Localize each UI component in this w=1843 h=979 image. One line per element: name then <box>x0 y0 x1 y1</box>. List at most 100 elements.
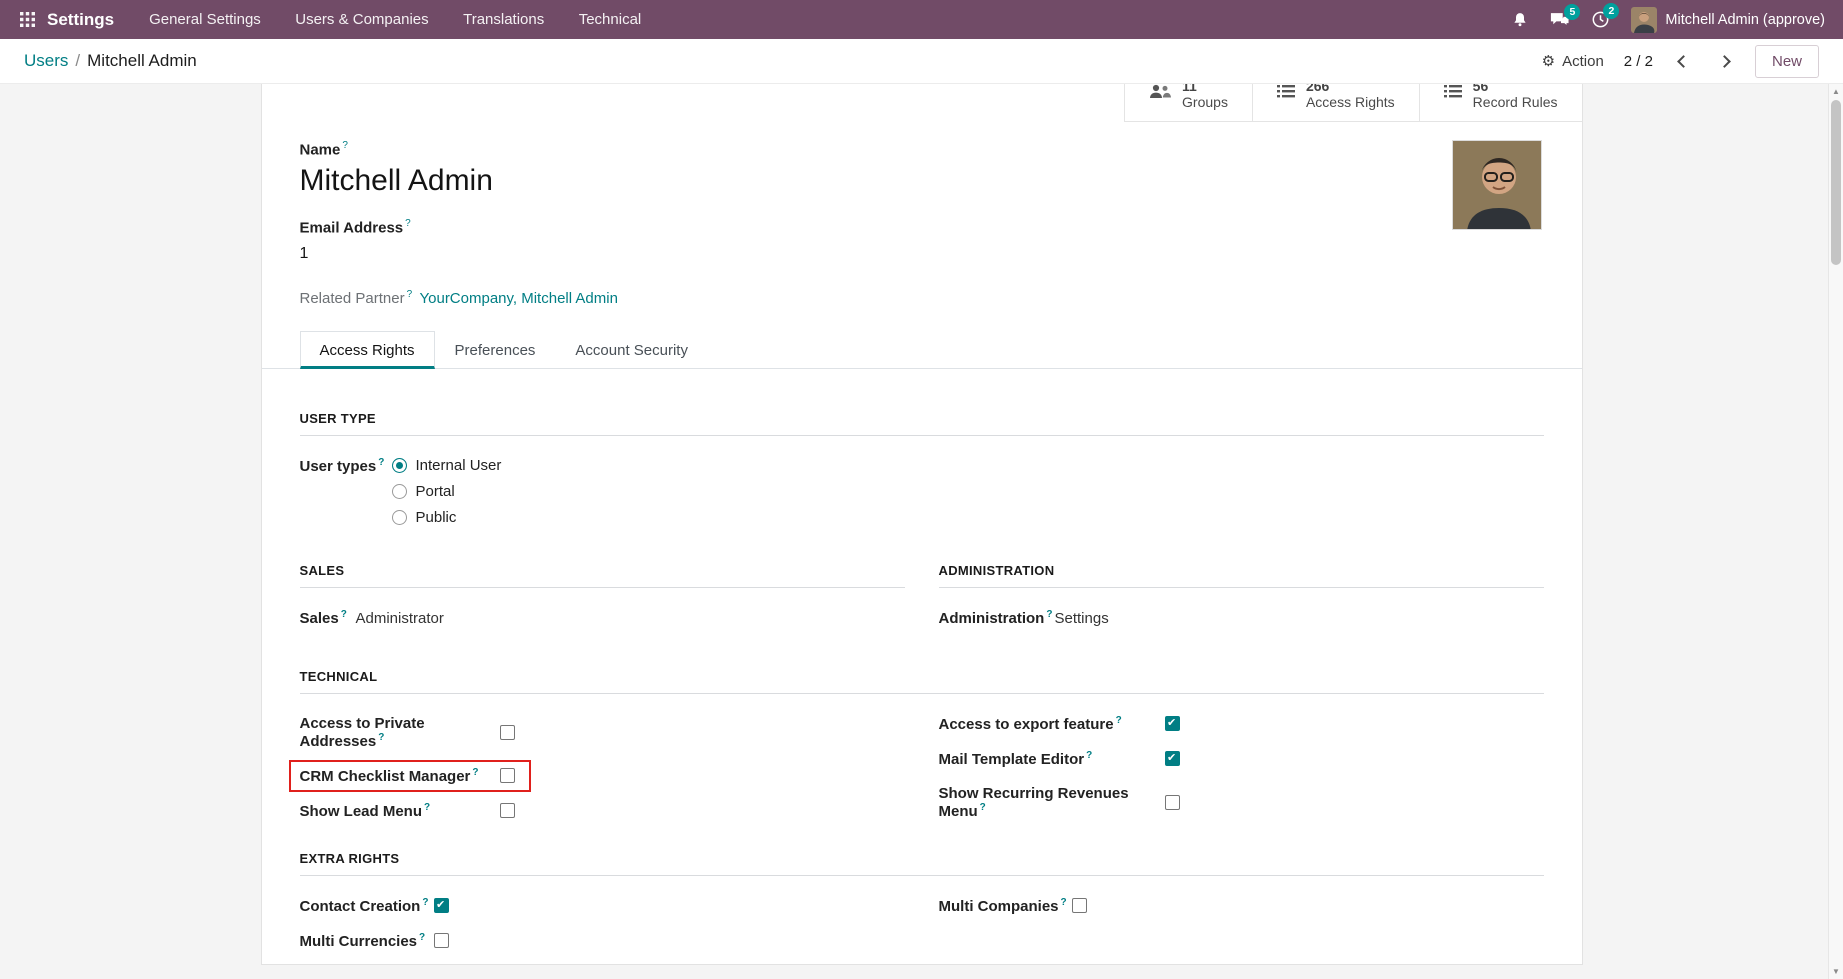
stat-button-record-rules[interactable]: 56 Record Rules <box>1418 84 1582 121</box>
pager-next-button[interactable] <box>1714 50 1735 73</box>
groups-label: Groups <box>1182 94 1228 110</box>
radio-internal-user[interactable]: Internal User <box>391 457 501 474</box>
access-to-export-feature-checkbox[interactable] <box>1164 716 1180 732</box>
help-icon[interactable]: ? <box>424 801 431 813</box>
radio-portal[interactable]: Portal <box>391 483 502 500</box>
breadcrumb-separator: / <box>75 51 81 70</box>
navbar-menus: General Settings Users & Companies Trans… <box>134 0 656 39</box>
breadcrumb-users-link[interactable]: Users <box>24 51 69 70</box>
bell-icon[interactable] <box>1512 11 1528 28</box>
access-rights-label: Access Rights <box>1305 94 1395 110</box>
section-sales: SALES Sales? Administrator <box>299 563 905 647</box>
radio-button[interactable] <box>391 457 407 473</box>
notebook-tabs: Access Rights Preferences Account Securi… <box>261 330 1582 369</box>
chevron-right-icon <box>1718 54 1731 68</box>
scroll-down-arrow[interactable]: ▼ <box>1832 967 1840 976</box>
related-partner-row: Related Partner? YourCompany, Mitchell A… <box>300 289 1422 307</box>
related-partner-link[interactable]: YourCompany, Mitchell Admin <box>419 289 618 307</box>
administration-value[interactable]: Settings <box>1054 609 1109 627</box>
name-label: Name <box>299 141 341 159</box>
tab-access-rights[interactable]: Access Rights <box>299 330 435 369</box>
radio-public[interactable]: Public <box>391 509 502 526</box>
field-show-recurring-revenues-menu: Show Recurring Revenues Menu? <box>939 785 1544 820</box>
email-value[interactable]: 1 <box>299 244 309 262</box>
help-icon[interactable]: ? <box>342 140 348 151</box>
top-navbar: Settings General Settings Users & Compan… <box>0 0 1843 39</box>
apps-grid-icon[interactable] <box>12 12 43 27</box>
section-extra-rights: EXTRA RIGHTS Contact Creation? Multi Cur… <box>299 850 1544 967</box>
field-contact-creation: Contact Creation? <box>300 897 905 915</box>
user-photo[interactable] <box>1451 140 1542 230</box>
field-label: Multi Currencies? <box>299 931 426 950</box>
sales-label: Sales? <box>299 608 347 627</box>
help-icon[interactable]: ? <box>405 218 411 230</box>
menu-translations[interactable]: Translations <box>463 11 545 28</box>
control-panel: Users / Mitchell Admin ⚙ Action 2 / 2 Ne… <box>0 39 1843 84</box>
tab-account-security[interactable]: Account Security <box>575 341 688 359</box>
menu-general-settings[interactable]: General Settings <box>149 11 261 28</box>
scroll-up-arrow[interactable]: ▲ <box>1832 87 1840 96</box>
help-icon[interactable]: ? <box>419 931 426 943</box>
pager-previous-button[interactable] <box>1673 50 1694 73</box>
user-avatar <box>1631 6 1658 33</box>
radio-button[interactable] <box>391 509 407 525</box>
mail-template-editor-checkbox[interactable] <box>1164 751 1180 767</box>
help-icon[interactable]: ? <box>979 801 986 813</box>
contact-creation-checkbox[interactable] <box>433 898 449 914</box>
sales-value[interactable]: Administrator <box>355 609 444 627</box>
field-label: Show Recurring Revenues Menu? <box>938 784 1129 820</box>
menu-users-companies[interactable]: Users & Companies <box>295 11 429 28</box>
form-header: Name? Mitchell Admin Email Address? 1 Re… <box>262 84 1582 307</box>
section-title: TECHNICAL <box>299 668 378 684</box>
section-title: EXTRA RIGHTS <box>299 850 400 866</box>
user-menu[interactable]: Mitchell Admin (approve) <box>1631 6 1825 33</box>
show-lead-menu-checkbox[interactable] <box>499 803 515 819</box>
field-label: Contact Creation? <box>299 896 429 915</box>
help-icon[interactable]: ? <box>378 731 385 743</box>
user-name: Mitchell Admin (approve) <box>1665 11 1825 28</box>
tab-preferences[interactable]: Preferences <box>454 341 536 359</box>
help-icon[interactable]: ? <box>1115 714 1122 726</box>
field-sales: Sales? Administrator <box>300 609 905 627</box>
help-icon[interactable]: ? <box>1046 608 1053 620</box>
gear-icon: ⚙ <box>1541 53 1556 70</box>
form-sheet: 11 Groups 266 Access Rights 56 <box>260 84 1583 967</box>
messages-badge: 5 <box>1564 3 1581 20</box>
help-icon[interactable]: ? <box>378 456 385 468</box>
menu-technical[interactable]: Technical <box>578 11 642 28</box>
new-button[interactable]: New <box>1754 44 1819 78</box>
app-title[interactable]: Settings <box>47 9 115 29</box>
crm-checklist-manager-checkbox[interactable] <box>499 768 515 784</box>
help-icon[interactable]: ? <box>422 896 429 908</box>
help-icon[interactable]: ? <box>1060 896 1067 908</box>
stat-button-access-rights[interactable]: 266 Access Rights <box>1251 84 1419 121</box>
activities-clock-icon[interactable]: 2 <box>1592 3 1620 28</box>
section-title: USER TYPE <box>299 410 376 426</box>
field-access-to-private-addresses: Access to Private Addresses? <box>300 715 905 750</box>
field-user-types: User types? Internal User Portal Publ <box>300 457 1544 535</box>
action-menu-button[interactable]: ⚙ Action <box>1541 52 1604 71</box>
show-recurring-revenues-menu-checkbox[interactable] <box>1164 794 1180 810</box>
field-label: Show Lead Menu? <box>299 801 431 820</box>
radio-button[interactable] <box>391 483 407 499</box>
field-administration: Administration? Settings <box>939 609 1544 627</box>
access-rights-count: 266 <box>1305 84 1330 94</box>
activities-badge: 2 <box>1603 3 1620 19</box>
help-icon[interactable]: ? <box>340 608 347 620</box>
name-value[interactable]: Mitchell Admin <box>299 164 493 198</box>
record-rules-label: Record Rules <box>1472 94 1558 110</box>
help-icon[interactable]: ? <box>406 288 413 300</box>
related-partner-label: Related Partner? <box>299 288 413 307</box>
field-label: Multi Companies? <box>938 896 1067 915</box>
vertical-scrollbar[interactable]: ▲ ▼ <box>1828 84 1843 979</box>
messages-icon[interactable]: 5 <box>1550 3 1581 28</box>
multi-companies-checkbox[interactable] <box>1071 898 1087 914</box>
access-to-private-addresses-checkbox[interactable] <box>499 724 515 740</box>
stat-button-groups[interactable]: 11 Groups <box>1124 84 1252 121</box>
help-icon[interactable]: ? <box>1086 749 1093 761</box>
list-icon <box>1443 84 1462 104</box>
scrollbar-thumb[interactable] <box>1831 100 1841 265</box>
help-icon[interactable]: ? <box>472 766 479 778</box>
multi-currencies-checkbox[interactable] <box>433 933 449 949</box>
pager-value: 2 / 2 <box>1623 52 1653 70</box>
